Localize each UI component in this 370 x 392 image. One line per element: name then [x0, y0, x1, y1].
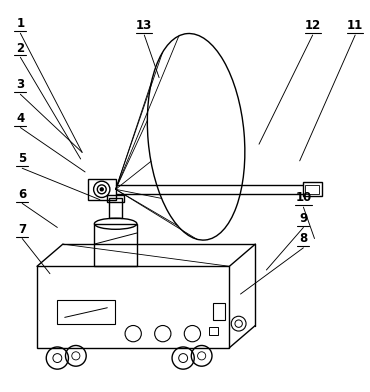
Text: 4: 4 [16, 112, 24, 125]
Text: 3: 3 [16, 78, 24, 91]
Bar [213, 303, 225, 320]
Circle shape [100, 188, 103, 191]
Text: 13: 13 [136, 19, 152, 32]
Text: 8: 8 [299, 232, 307, 245]
Bar [88, 179, 115, 200]
Text: 1: 1 [16, 18, 24, 31]
Text: 5: 5 [18, 152, 26, 165]
Bar [303, 182, 322, 196]
Bar [209, 327, 218, 335]
Text: 9: 9 [299, 212, 307, 225]
Text: 11: 11 [347, 19, 363, 32]
Bar [94, 224, 137, 266]
Bar [57, 299, 115, 324]
Text: 6: 6 [18, 188, 26, 201]
Text: 7: 7 [18, 223, 26, 236]
Text: 12: 12 [305, 19, 321, 32]
Text: 2: 2 [16, 42, 24, 54]
Text: 10: 10 [295, 191, 312, 204]
Bar [109, 198, 122, 218]
Bar [37, 266, 229, 348]
Bar [108, 195, 124, 201]
Bar [305, 185, 319, 194]
